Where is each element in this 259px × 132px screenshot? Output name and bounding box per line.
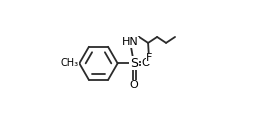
Text: CH₃: CH₃ — [60, 58, 78, 68]
Text: S: S — [130, 57, 138, 70]
Text: O: O — [130, 80, 139, 90]
Text: HN: HN — [122, 37, 139, 47]
Text: F: F — [146, 53, 153, 63]
Text: O: O — [141, 58, 150, 68]
